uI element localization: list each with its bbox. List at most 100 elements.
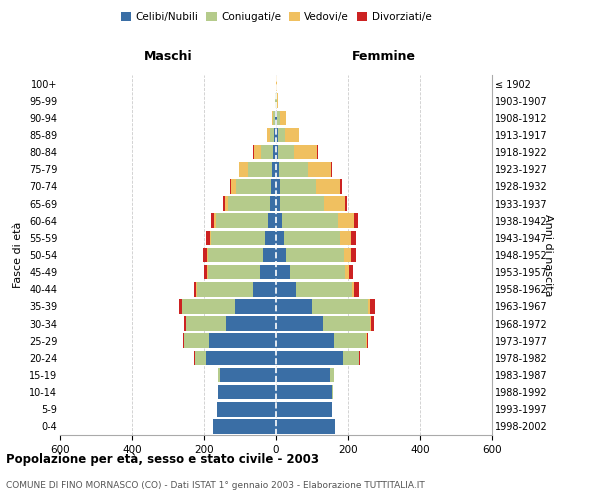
Bar [276,334,366,348]
Bar [184,334,276,348]
Bar [223,196,276,211]
Bar [218,385,276,400]
Bar [213,419,276,434]
Bar [276,128,299,142]
Bar [276,316,370,331]
Bar [218,385,276,400]
Bar [276,282,296,296]
Text: Maschi: Maschi [143,50,193,62]
Text: Femmine: Femmine [352,50,416,62]
Bar [271,179,276,194]
Bar [276,419,335,434]
Bar [272,162,276,176]
Bar [276,316,374,331]
Bar [276,179,316,194]
Bar [213,419,276,434]
Bar [211,230,276,245]
Bar [260,265,276,280]
Bar [207,248,276,262]
Bar [276,248,344,262]
Bar [276,316,323,331]
Bar [276,230,356,245]
Bar [235,299,276,314]
Bar [276,179,340,194]
Bar [276,265,349,280]
Bar [231,179,276,194]
Bar [276,145,317,160]
Bar [276,162,331,176]
Bar [276,94,278,108]
Bar [226,316,276,331]
Bar [276,128,278,142]
Bar [276,334,334,348]
Bar [276,334,367,348]
Bar [276,368,330,382]
Bar [184,316,276,331]
Bar [213,419,276,434]
Bar [276,196,323,211]
Bar [224,196,276,211]
Bar [276,248,356,262]
Bar [217,402,276,416]
Bar [276,162,308,176]
Bar [276,128,285,142]
Bar [276,265,346,280]
Bar [276,110,286,125]
Bar [261,145,276,160]
Bar [182,299,276,314]
Bar [275,94,276,108]
Bar [195,350,276,365]
Bar [276,282,355,296]
Bar [272,110,276,125]
Bar [217,402,276,416]
Bar [275,94,276,108]
Bar [208,265,276,280]
Bar [206,350,276,365]
Bar [236,179,276,194]
Bar [186,316,276,331]
Bar [266,128,276,142]
Bar [276,350,359,365]
Bar [186,316,276,331]
Bar [276,248,351,262]
Bar [276,214,355,228]
Bar [276,385,332,400]
Bar [194,350,276,365]
Bar [267,128,276,142]
Bar [276,282,352,296]
Legend: Celibi/Nubili, Coniugati/e, Vedovi/e, Divorziati/e: Celibi/Nubili, Coniugati/e, Vedovi/e, Di… [116,8,436,26]
Bar [228,196,276,211]
Bar [218,385,276,400]
Bar [276,214,358,228]
Bar [197,282,276,296]
Bar [276,196,280,211]
Bar [276,350,343,365]
Bar [274,145,276,160]
Bar [276,110,286,125]
Bar [276,299,375,314]
Bar [208,248,276,262]
Bar [210,230,276,245]
Y-axis label: Anni di nascita: Anni di nascita [543,214,553,296]
Bar [276,402,332,416]
Bar [276,94,277,108]
Bar [275,94,276,108]
Bar [276,214,283,228]
Bar [276,110,280,125]
Bar [276,282,359,296]
Bar [254,145,276,160]
Bar [218,368,276,382]
Text: Popolazione per età, sesso e stato civile - 2003: Popolazione per età, sesso e stato civil… [6,452,319,466]
Bar [217,402,276,416]
Bar [276,179,280,194]
Bar [276,110,277,125]
Bar [248,162,276,176]
Bar [276,162,332,176]
Bar [276,230,350,245]
Bar [276,145,294,160]
Bar [276,94,278,108]
Bar [276,402,332,416]
Bar [276,299,370,314]
Bar [203,248,276,262]
Bar [213,419,276,434]
